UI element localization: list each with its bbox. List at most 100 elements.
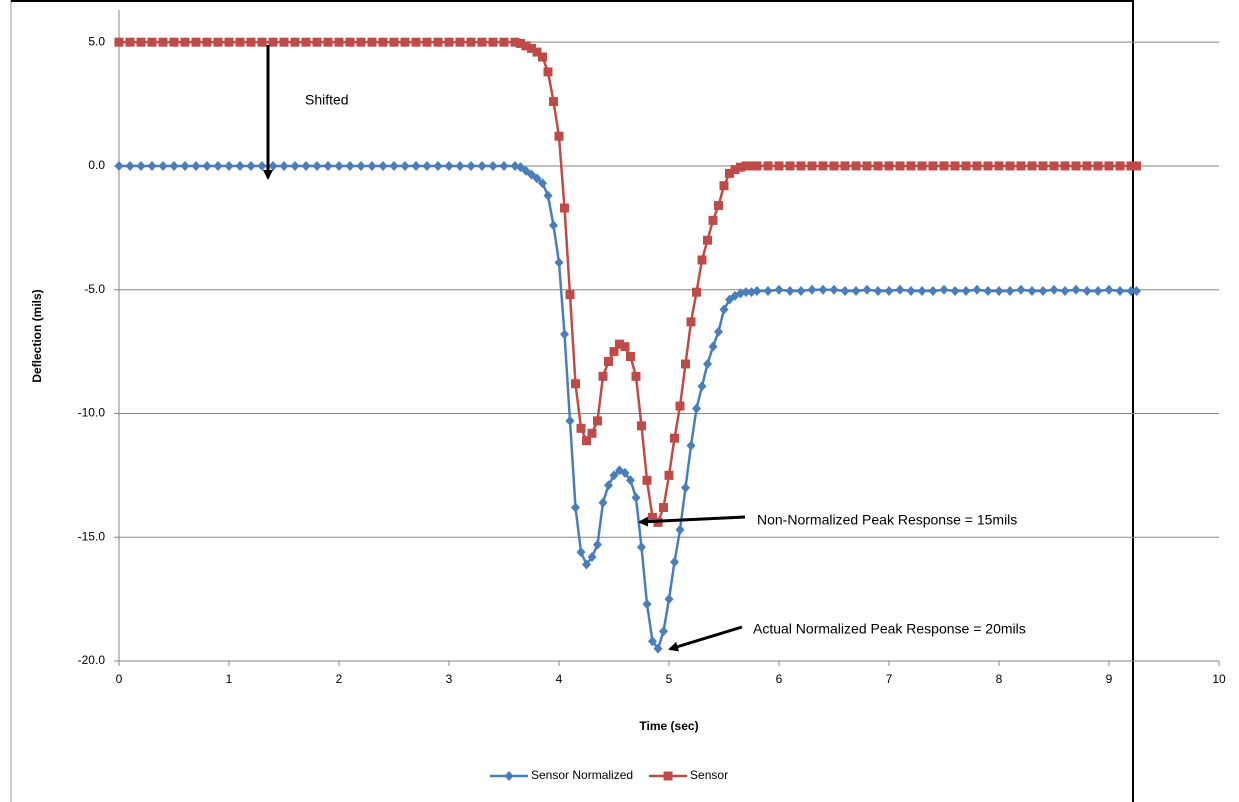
legend: Sensor Normalized Sensor [490,768,728,782]
data-point [235,37,245,47]
data-point [400,37,410,47]
x-tick-label: 6 [776,672,783,686]
data-point [1016,284,1026,295]
data-point [433,37,443,47]
data-point [554,131,564,141]
series-line [119,164,1137,652]
data-point [593,416,602,426]
data-point [213,37,223,47]
x-tick-label: 1 [226,672,233,686]
data-point [626,475,635,486]
data-point [1132,161,1141,171]
data-point [422,160,432,171]
data-point [994,161,1004,171]
data-point [807,161,817,171]
data-point [279,160,289,171]
data-point [378,37,388,47]
data-point [708,215,718,225]
data-point [301,160,311,171]
data-point [736,162,745,172]
data-point [422,37,432,47]
data-point [593,539,602,550]
data-point [543,67,553,77]
data-point [213,160,223,171]
data-point [796,285,806,296]
annotation-arrow [668,625,743,652]
data-point [829,284,839,295]
data-point [917,161,927,171]
data-point [521,41,531,51]
data-point [670,433,679,443]
data-point [543,190,553,201]
data-point [202,37,212,47]
data-point [818,161,828,171]
data-point [631,492,641,503]
data-point [884,285,894,296]
data-point [235,160,245,171]
data-point [774,161,784,171]
data-point [565,290,575,300]
annotation-arrow [638,515,746,527]
data-point [136,160,146,171]
data-point [345,37,355,47]
data-point [994,285,1004,296]
x-tick-label: 8 [996,672,1003,686]
data-point [692,287,701,297]
x-tick-label: 3 [446,672,453,686]
data-point [675,401,685,411]
legend-marker [663,771,673,781]
data-point [763,285,773,296]
data-point [411,37,421,47]
data-point [928,285,938,296]
x-tick-label: 2 [336,672,343,686]
data-point [488,160,498,171]
data-point [400,160,410,171]
data-point [1115,285,1125,296]
data-point [202,160,212,171]
data-point [851,285,861,296]
data-point [873,285,883,296]
data-point [582,559,591,570]
data-point [1104,284,1114,295]
data-point [114,37,124,47]
data-point [906,161,916,171]
data-point [637,421,646,431]
data-point [323,160,333,171]
data-point [538,52,547,62]
data-point [345,160,355,171]
data-point [983,285,993,296]
data-point [840,161,850,171]
data-point [697,381,707,392]
data-point [1104,161,1114,171]
data-point [807,284,817,295]
y-tick-label: 5.0 [88,34,105,48]
data-point [719,304,729,315]
data-point [648,512,657,522]
data-point [983,161,993,171]
data-point [356,37,366,47]
data-point [532,173,542,184]
data-point [884,161,894,171]
data-point [444,160,454,171]
data-point [246,160,256,171]
data-point [1126,285,1136,296]
data-point [147,160,157,171]
data-point [367,37,377,47]
data-point [367,160,377,171]
data-point [714,201,723,211]
data-point [637,542,646,553]
y-tick-label: 0.0 [88,158,105,172]
data-point [532,47,542,57]
data-point [785,285,795,296]
data-point [609,470,619,481]
data-point [1027,285,1037,296]
data-point [648,636,657,647]
data-point [697,255,707,265]
data-point [499,160,509,171]
y-tick-label: -5.0 [84,282,105,296]
data-point [191,160,201,171]
data-point [125,37,135,47]
data-point [862,284,872,295]
data-point [862,161,872,171]
